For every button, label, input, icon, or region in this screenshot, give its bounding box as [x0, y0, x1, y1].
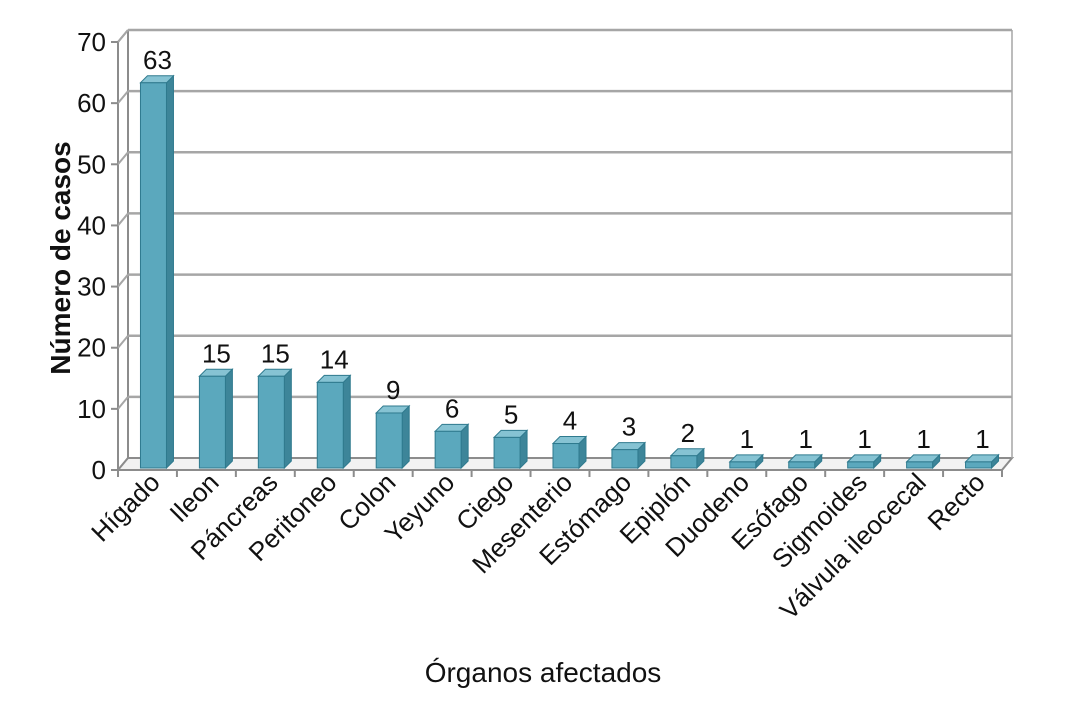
bar: [316, 374, 352, 470]
bar-front: [847, 461, 875, 469]
y-axis-title: Número de casos: [45, 141, 76, 374]
data-label: 2: [681, 418, 695, 448]
data-label: 6: [445, 393, 459, 423]
data-label: 4: [563, 406, 577, 436]
bar-front: [965, 461, 993, 469]
data-label: 9: [386, 375, 400, 405]
bar-front: [729, 461, 757, 469]
bar: [257, 368, 293, 470]
y-axis-ticks: 0 10 20 30 40 50 60 70: [77, 27, 118, 485]
bar-front: [198, 375, 226, 469]
data-label: 15: [261, 338, 290, 368]
gridline-diagonal: [117, 151, 129, 165]
bar-front: [670, 455, 698, 469]
bar: [787, 453, 823, 470]
bar-front: [375, 412, 403, 469]
bar-front: [788, 461, 816, 469]
bar-front: [139, 82, 167, 469]
bar-front: [257, 375, 285, 469]
bar-front: [493, 436, 521, 469]
x-tick-label: Recto: [922, 467, 991, 536]
bars: [139, 74, 1000, 470]
data-label: 15: [202, 338, 231, 368]
data-label: 1: [798, 424, 812, 454]
gridline-diagonal: [117, 212, 129, 227]
y-tick-label: 0: [92, 455, 106, 485]
bar: [374, 404, 411, 470]
y-tick-label: 50: [77, 149, 106, 179]
bar: [433, 423, 470, 470]
bar-side: [342, 374, 351, 470]
y-tick-label: 60: [77, 88, 106, 118]
y-tick-label: 20: [77, 333, 106, 363]
plot-walls: [115, 29, 1015, 473]
bar-side: [165, 74, 174, 470]
gridline-diagonal: [117, 29, 129, 43]
bar-side: [401, 404, 410, 470]
bar: [551, 435, 588, 470]
y-tick-label: 40: [77, 210, 106, 240]
data-label: 14: [320, 344, 349, 374]
data-label: 1: [975, 424, 989, 454]
data-labels: 63 15 15 14 9 6 5 4 3 2 1 1 1 1 1: [143, 45, 990, 454]
y-tick-label: 70: [77, 27, 106, 57]
gridline-diagonal: [117, 90, 129, 104]
bar: [492, 429, 529, 470]
bar-front: [552, 443, 580, 469]
bar: [905, 453, 941, 470]
bar-front: [316, 381, 344, 469]
data-label: 63: [143, 45, 172, 75]
gridline-diagonal: [117, 335, 129, 349]
bar-side: [283, 368, 292, 470]
data-label: 1: [857, 424, 871, 454]
gridline-diagonal: [117, 273, 129, 288]
data-label: 5: [504, 399, 518, 429]
bar: [139, 74, 175, 470]
bar-front: [611, 449, 639, 469]
bar-front: [906, 461, 934, 469]
y-tick-label: 10: [77, 394, 106, 424]
x-axis-title: Órganos afectados: [425, 657, 662, 688]
y-tick-label: 30: [77, 272, 106, 302]
data-label: 3: [622, 412, 636, 442]
bar: [728, 453, 765, 470]
bar: [846, 453, 882, 470]
x-axis-ticks: HígadoIleonPáncreasPeritoneoColonYeyunoC…: [85, 467, 1003, 625]
data-label: 1: [916, 424, 930, 454]
data-label: 1: [740, 424, 754, 454]
bar: [198, 368, 234, 470]
bar-front: [434, 430, 462, 469]
bar-side: [224, 368, 233, 470]
gridline-diagonal: [117, 396, 129, 410]
bar: [610, 441, 647, 470]
bar: [669, 447, 706, 470]
bar: [964, 453, 1000, 470]
gridlines: [117, 28, 1012, 410]
